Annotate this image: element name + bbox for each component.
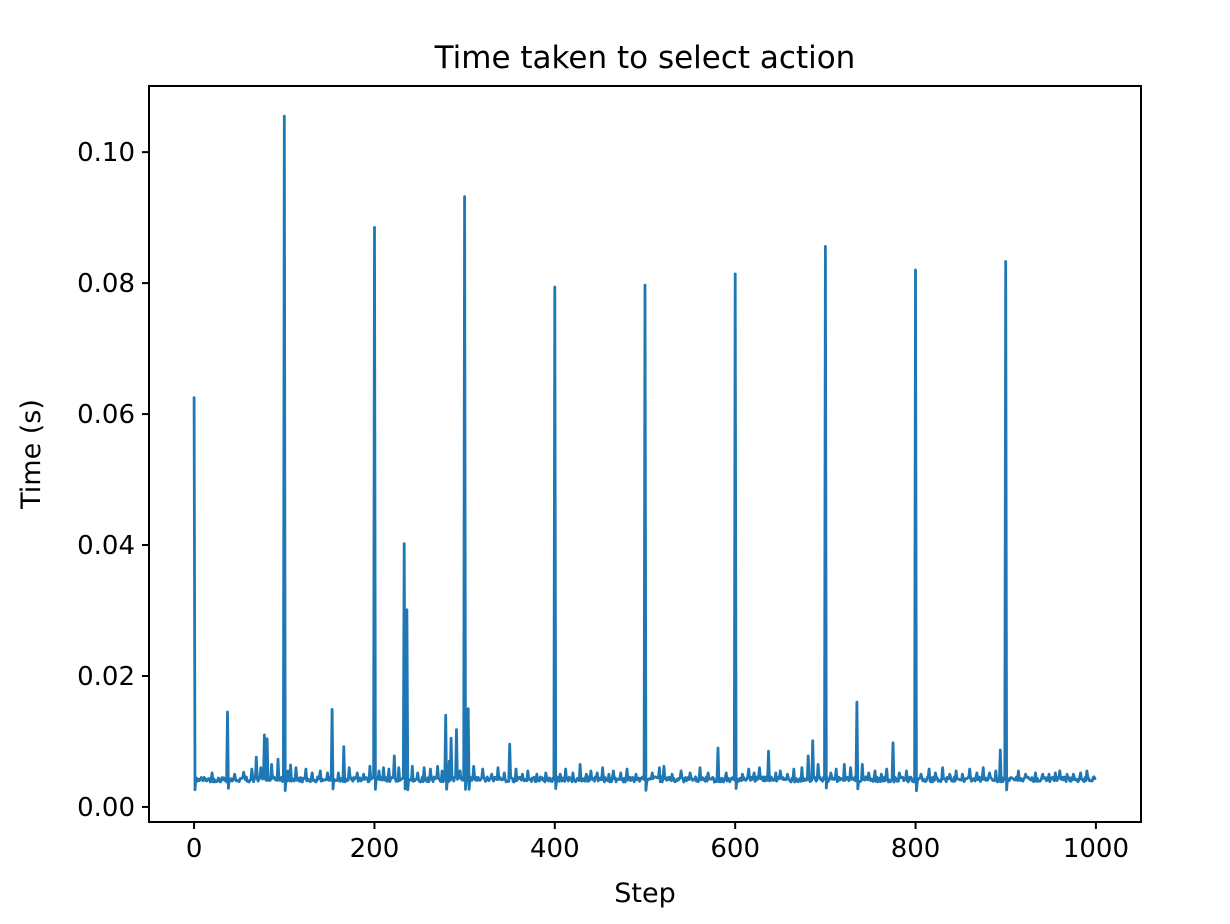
x-tick-label: 600 <box>710 834 760 864</box>
y-axis-label: Time (s) <box>16 399 47 510</box>
y-tick-label: 0.08 <box>77 269 135 299</box>
plot-border-spines <box>148 85 1142 823</box>
x-tick-label: 0 <box>186 834 203 864</box>
chart-title: Time taken to select action <box>434 40 856 76</box>
y-tick-label: 0.00 <box>77 793 135 823</box>
x-tick-label: 400 <box>530 834 580 864</box>
time-series-line <box>192 114 1097 793</box>
y-tick-label: 0.10 <box>77 138 135 168</box>
y-tick-label: 0.02 <box>77 662 135 692</box>
x-tick-label: 1000 <box>1063 834 1129 864</box>
x-tick-label: 200 <box>350 834 400 864</box>
y-tick-label: 0.04 <box>77 531 135 561</box>
y-tick-label: 0.06 <box>77 400 135 430</box>
axes-ticks: 0 200 400 600 800 1000 0.00 0.02 0.04 0.06 0.08 0.1… <box>77 138 1129 864</box>
x-tick-label: 800 <box>891 834 941 864</box>
x-axis-label: Step <box>614 878 675 909</box>
